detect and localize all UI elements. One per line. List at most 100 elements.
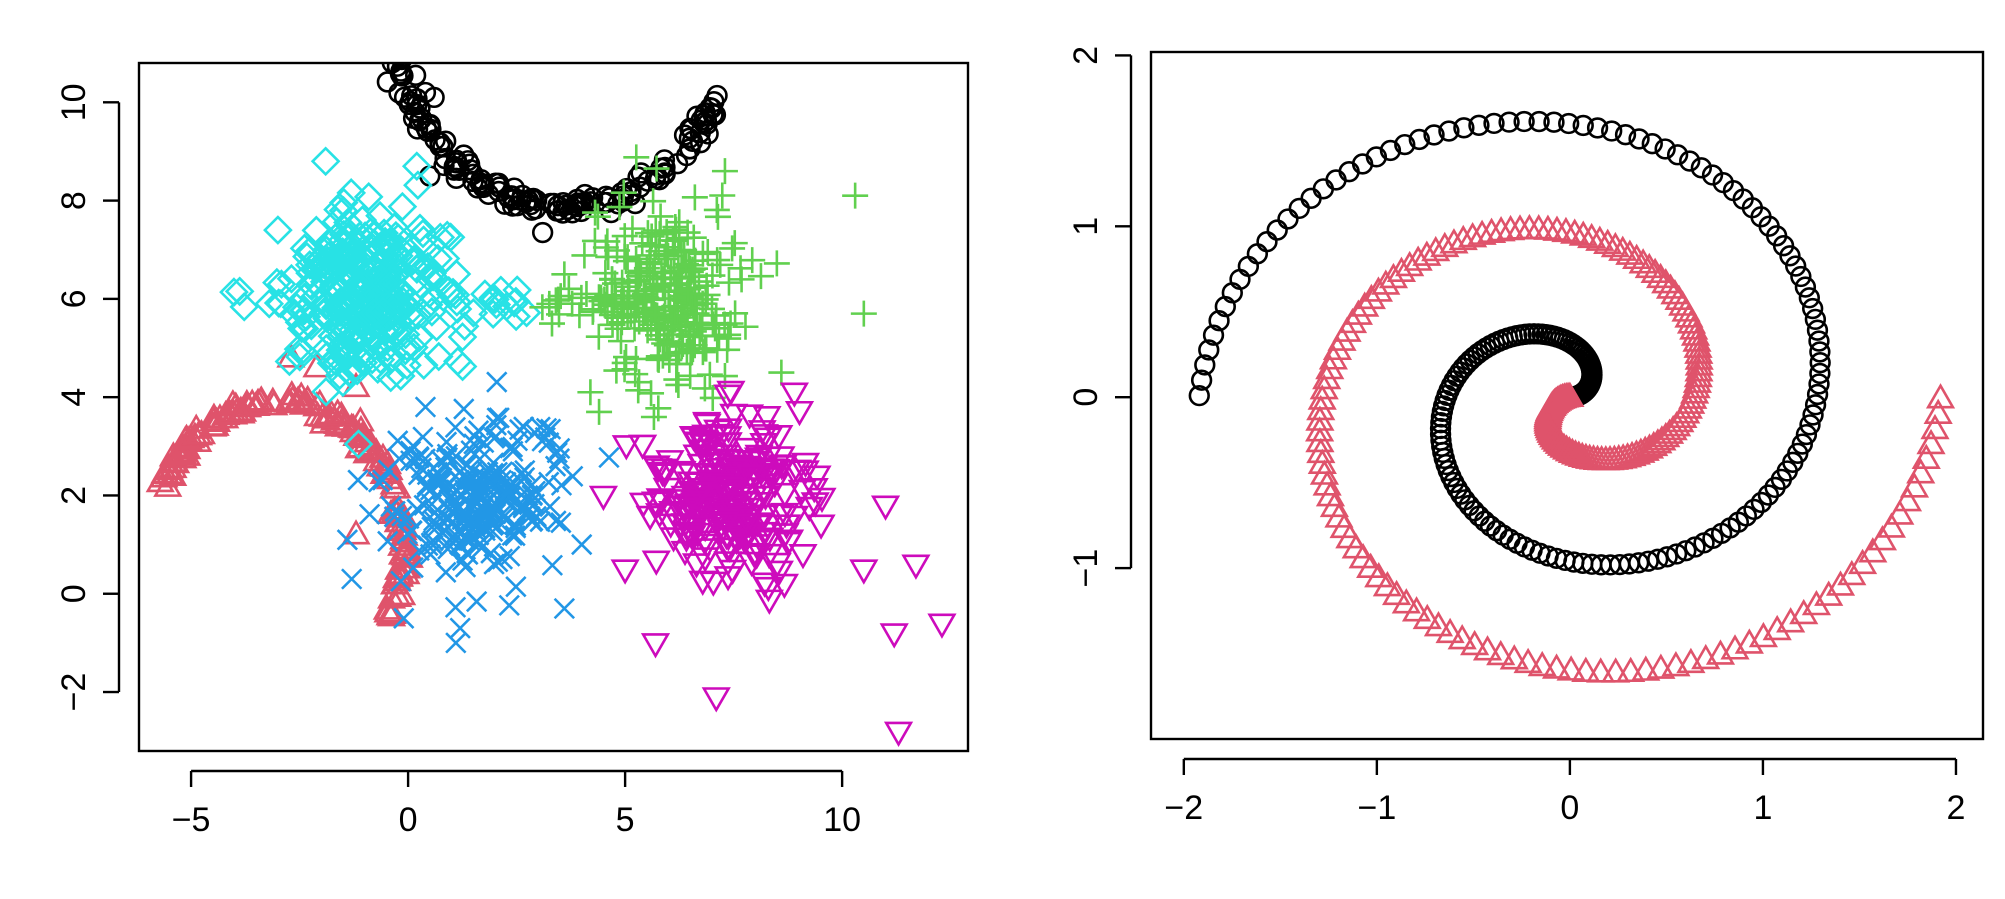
point-plus bbox=[715, 269, 742, 296]
point-triangle bbox=[221, 391, 251, 417]
point-triangle bbox=[153, 471, 183, 497]
point-circle bbox=[466, 177, 489, 199]
point-diamond bbox=[295, 258, 325, 288]
point-triangle-down bbox=[710, 511, 740, 537]
point-cross bbox=[422, 534, 444, 557]
point-circle bbox=[1312, 178, 1335, 200]
point-circle bbox=[391, 63, 412, 71]
plot-frame bbox=[137, 61, 970, 753]
point-circle bbox=[1246, 243, 1269, 265]
point-diamond bbox=[370, 226, 401, 257]
point-circle bbox=[1300, 187, 1322, 210]
series-diamond bbox=[219, 146, 542, 459]
point-triangle-down bbox=[684, 481, 714, 508]
point-plus bbox=[728, 266, 755, 293]
point-cross bbox=[465, 590, 488, 613]
point-diamond bbox=[382, 318, 413, 349]
point-diamond bbox=[478, 282, 509, 313]
point-triangle-down bbox=[695, 469, 726, 495]
point-cross bbox=[414, 448, 436, 470]
point-triangle-down bbox=[670, 540, 700, 567]
point-triangle-down bbox=[688, 477, 718, 504]
point-cross bbox=[439, 529, 462, 552]
point-diamond bbox=[458, 298, 489, 328]
point-triangle-down bbox=[779, 505, 810, 532]
point-plus bbox=[571, 242, 598, 269]
y-tick-label: −1 bbox=[1067, 549, 1105, 588]
x-tick-label: 10 bbox=[823, 801, 861, 839]
point-cross bbox=[408, 539, 430, 562]
point-triangle bbox=[1318, 344, 1348, 370]
point-triangle-down bbox=[750, 485, 781, 511]
x-tick-label: −5 bbox=[172, 801, 211, 839]
point-triangle-down bbox=[701, 687, 731, 713]
point-triangle-down bbox=[628, 434, 658, 461]
point-circle bbox=[1743, 498, 1765, 521]
point-plus bbox=[681, 332, 708, 359]
point-cross bbox=[372, 469, 394, 491]
point-cross bbox=[451, 508, 474, 530]
point-triangle bbox=[1911, 443, 1941, 469]
point-cross bbox=[358, 503, 381, 525]
point-circle bbox=[1492, 524, 1514, 546]
point-plus bbox=[714, 336, 741, 363]
point-triangle bbox=[1312, 363, 1342, 390]
point-cross bbox=[406, 498, 428, 520]
point-plus bbox=[539, 310, 566, 337]
point-circle bbox=[453, 144, 475, 166]
point-triangle-down bbox=[788, 544, 818, 570]
point-plus bbox=[665, 236, 692, 263]
point-triangle bbox=[1615, 239, 1645, 265]
point-triangle bbox=[1486, 639, 1516, 666]
point-cross bbox=[432, 478, 454, 501]
point-cross bbox=[511, 461, 533, 484]
point-plus bbox=[703, 196, 730, 223]
point-diamond bbox=[359, 298, 389, 329]
point-plus bbox=[668, 239, 695, 266]
plot-frame bbox=[1149, 50, 1985, 741]
point-triangle-down bbox=[721, 528, 752, 555]
point-cross bbox=[421, 516, 443, 538]
point-circle bbox=[404, 64, 427, 86]
point-diamond bbox=[355, 217, 386, 247]
point-cross bbox=[444, 596, 467, 618]
point-cross bbox=[459, 529, 481, 552]
point-plus bbox=[611, 349, 638, 376]
point-triangle-down bbox=[784, 400, 815, 427]
point-triangle bbox=[1541, 653, 1572, 679]
point-circle bbox=[1266, 219, 1288, 241]
point-triangle bbox=[1460, 629, 1490, 656]
point-cross bbox=[466, 480, 489, 502]
point-triangle bbox=[1683, 332, 1713, 358]
point-triangle-down bbox=[713, 551, 743, 577]
point-diamond bbox=[337, 245, 368, 276]
point-circle bbox=[1641, 133, 1663, 155]
point-plus bbox=[732, 313, 759, 340]
point-plus bbox=[645, 346, 672, 373]
point-triangle bbox=[1680, 320, 1711, 346]
point-circle bbox=[630, 162, 652, 184]
point-triangle-down bbox=[749, 424, 779, 450]
point-cross bbox=[571, 533, 593, 556]
point-diamond bbox=[392, 350, 422, 381]
point-cross bbox=[483, 513, 506, 535]
point-triangle bbox=[241, 390, 271, 416]
point-triangle bbox=[172, 440, 202, 466]
point-triangle bbox=[288, 389, 318, 415]
point-diamond bbox=[289, 233, 320, 264]
point-triangle-down bbox=[688, 570, 718, 597]
points-layer bbox=[1188, 110, 1956, 683]
point-cross bbox=[495, 509, 517, 531]
point-diamond bbox=[336, 178, 367, 208]
point-triangle-down bbox=[870, 495, 901, 521]
point-triangle-down bbox=[644, 503, 675, 529]
point-triangle-down bbox=[736, 464, 766, 491]
point-triangle-down bbox=[727, 513, 757, 539]
point-triangle bbox=[1885, 499, 1915, 525]
point-cross bbox=[538, 432, 560, 454]
point-circle bbox=[1794, 276, 1817, 298]
point-circle bbox=[1665, 543, 1688, 565]
point-circle bbox=[1799, 414, 1821, 436]
point-plus bbox=[623, 345, 650, 372]
point-triangle bbox=[1476, 217, 1507, 243]
